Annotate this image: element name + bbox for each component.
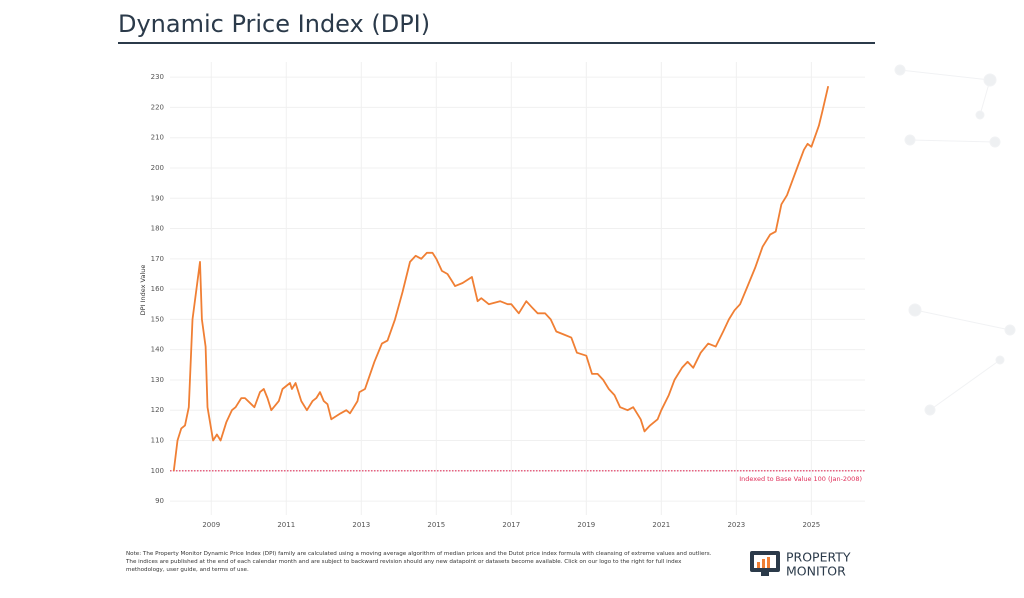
x-tick-label: 2013 (352, 521, 370, 529)
y-tick-label: 110 (151, 437, 164, 445)
y-tick-label: 170 (151, 255, 164, 263)
x-tick-label: 2019 (577, 521, 595, 529)
x-tick-label: 2025 (802, 521, 820, 529)
reference-label: Indexed to Base Value 100 (Jan-2008) (739, 475, 862, 483)
y-tick-label: 220 (151, 103, 164, 111)
x-tick-label: 2023 (727, 521, 745, 529)
y-tick-label: 90 (155, 497, 164, 505)
y-tick-label: 180 (151, 225, 164, 233)
y-tick-label: 150 (151, 315, 164, 323)
x-tick-label: 2011 (277, 521, 295, 529)
x-tick-label: 2021 (652, 521, 670, 529)
x-tick-label: 2009 (202, 521, 220, 529)
y-tick-label: 130 (151, 376, 164, 384)
note: Note: The Property Monitor Dynamic Price… (126, 551, 712, 573)
x-tick-label: 2015 (427, 521, 445, 529)
logo: PROPERTY MONITOR (750, 550, 851, 579)
logo-text: PROPERTY (786, 550, 851, 565)
chart-title: Dynamic Price Index (DPI) (118, 10, 430, 38)
y-tick-label: 140 (151, 346, 164, 354)
y-tick-label: 210 (151, 134, 164, 142)
line (172, 85, 830, 471)
x-tick-label: 2017 (502, 521, 520, 529)
background-network (894, 64, 1016, 416)
y-tick-label: 230 (151, 73, 164, 81)
y-tick-label: 120 (151, 406, 164, 414)
logo-text: MONITOR (786, 564, 846, 579)
y-tick-label: 100 (151, 467, 164, 475)
y-axis-label: DPI Index Value (139, 265, 147, 316)
y-tick-label: 160 (151, 285, 164, 293)
y-tick-label: 200 (151, 164, 164, 172)
y-tick-label: 190 (151, 194, 164, 202)
